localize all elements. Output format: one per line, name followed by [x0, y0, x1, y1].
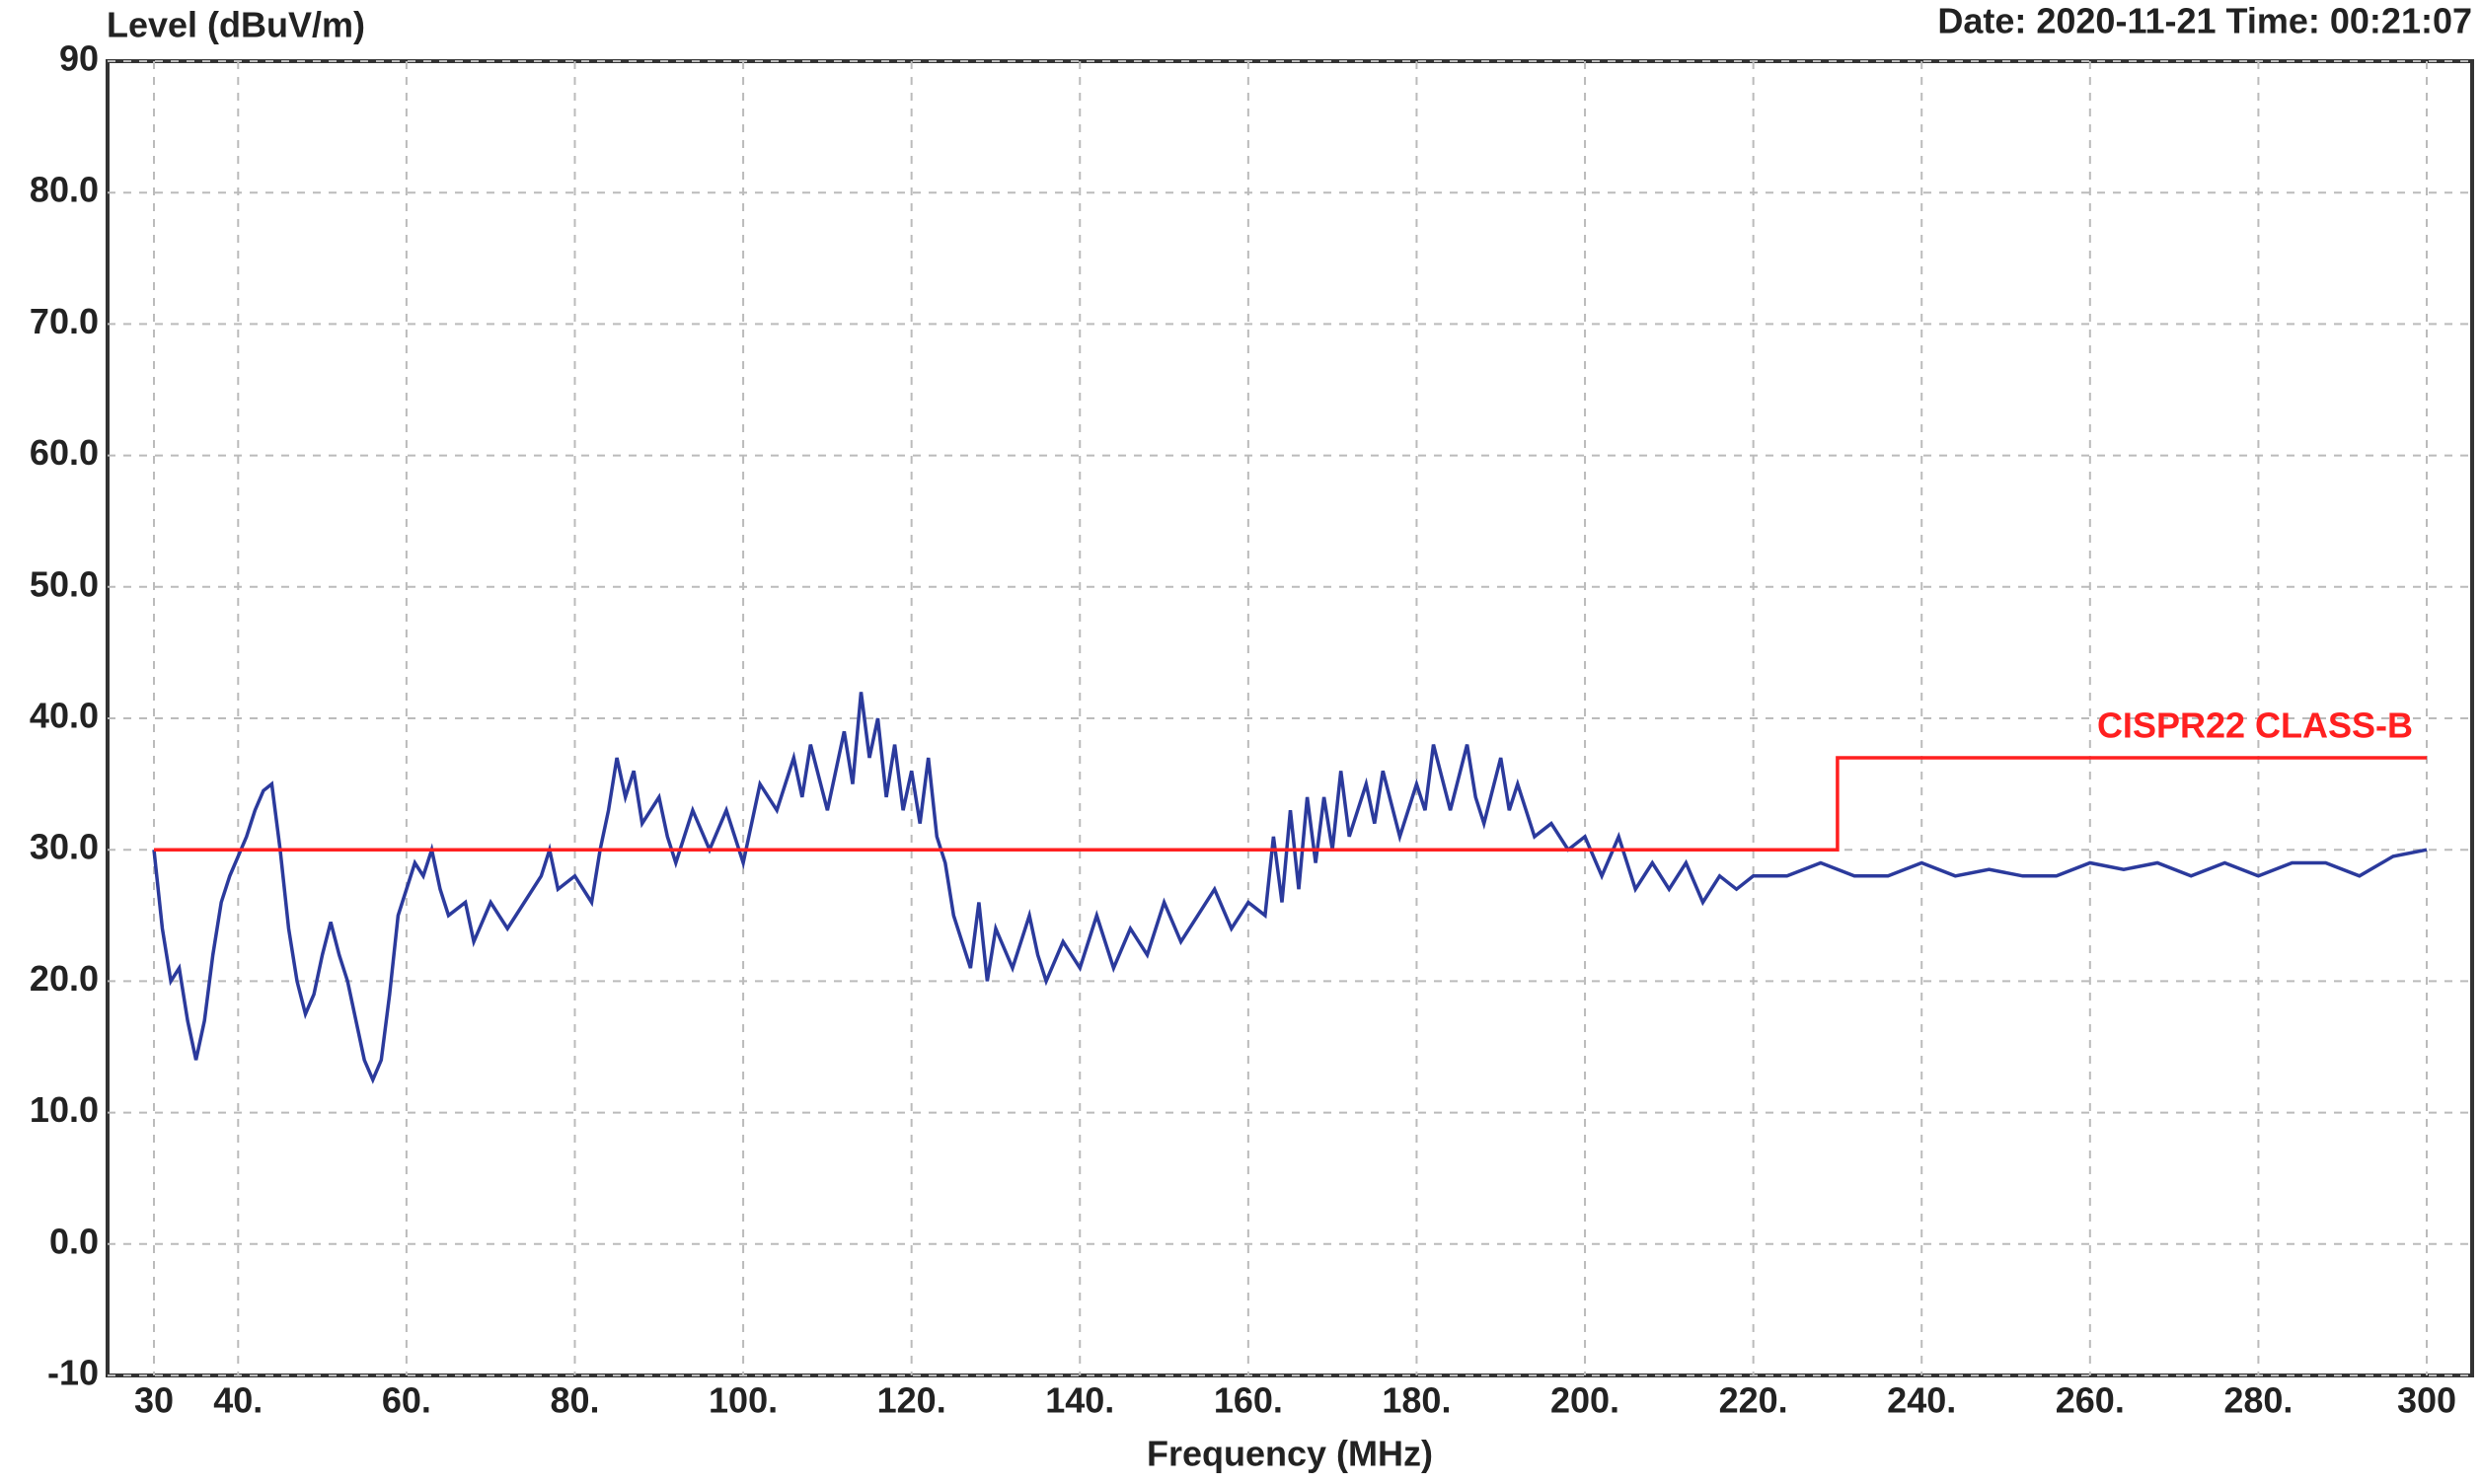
series-line [152, 692, 2428, 1084]
y-tick-label: 80.0 [30, 170, 99, 210]
x-tick-label: 200. [1550, 1380, 1619, 1421]
x-tick-label: 40. [213, 1380, 263, 1421]
y-tick-label: 40.0 [30, 696, 99, 736]
plot-frame [106, 59, 2474, 1377]
x-tick-label: 280. [2223, 1380, 2293, 1421]
x-tick-label: 260. [2056, 1380, 2125, 1421]
y-tick-label: 70.0 [30, 301, 99, 341]
y-tick-label: 50.0 [30, 563, 99, 604]
x-tick-label: 100. [709, 1380, 778, 1421]
y-tick-label: 20.0 [30, 958, 99, 999]
y-tick-label: 0.0 [49, 1221, 99, 1261]
x-tick-label: 160. [1214, 1380, 1283, 1421]
y-axis-label: Level (dBuV/m) [107, 5, 365, 45]
series-line [154, 756, 2427, 852]
x-tick-label: 240. [1887, 1380, 1956, 1421]
x-tick-label: 60. [382, 1380, 431, 1421]
y-tick-label: 90 [59, 38, 99, 79]
timestamp: Date: 2020-11-21 Time: 00:21:07 [1937, 1, 2472, 41]
y-tick-label: 10.0 [30, 1089, 99, 1130]
x-tick-label: 120. [877, 1380, 946, 1421]
y-tick-label: -10 [47, 1353, 99, 1393]
x-tick-label: 140. [1045, 1380, 1114, 1421]
x-axis-label: Frequency (MHz) [1147, 1434, 1433, 1474]
y-tick-label: 30.0 [30, 827, 99, 867]
x-tick-label: 220. [1719, 1380, 1788, 1421]
x-tick-label: 30 [134, 1380, 174, 1421]
limit-label: CISPR22 CLASS-B [2097, 705, 2413, 745]
x-tick-label: 80. [550, 1380, 599, 1421]
y-tick-label: 60.0 [30, 432, 99, 473]
x-tick-label: 300 [2397, 1380, 2456, 1421]
x-tick-label: 180. [1382, 1380, 1451, 1421]
